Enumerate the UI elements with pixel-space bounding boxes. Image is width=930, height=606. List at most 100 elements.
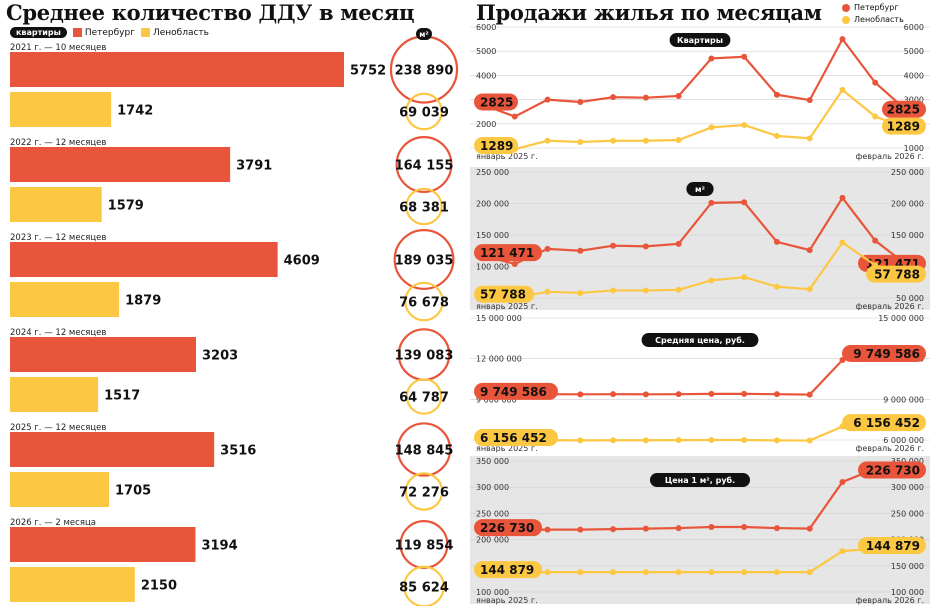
bar-label-spb: 5752 xyxy=(350,64,386,79)
y-tick-label-left: 200 000 xyxy=(476,200,509,209)
last-value-label-spb: 2825 xyxy=(887,103,920,117)
last-value-label-lo: 6 156 452 xyxy=(853,416,920,430)
data-point-lo xyxy=(610,437,617,444)
bar-label-lo: 1517 xyxy=(104,389,140,404)
last-value-pill-lo xyxy=(842,414,926,432)
bar-label-spb: 3203 xyxy=(202,349,238,364)
left-chart-title: Среднее количество ДДУ в месяц xyxy=(6,0,415,25)
last-value-label-lo: 1289 xyxy=(887,120,920,134)
last-value-pill-lo xyxy=(858,536,926,554)
data-point-spb xyxy=(577,99,584,106)
data-point-lo xyxy=(642,137,649,144)
data-point-spb xyxy=(708,55,715,62)
x-start-label: январь 2025 г. xyxy=(476,444,538,453)
series-line-lo xyxy=(481,88,909,151)
data-point-lo xyxy=(773,132,780,139)
first-value-pill-lo xyxy=(474,429,558,446)
bar-label-lo: 1705 xyxy=(115,484,151,499)
first-value-pill-spb xyxy=(474,519,542,537)
series-line-spb xyxy=(481,467,909,532)
last-value-pill-spb xyxy=(858,461,926,479)
data-point-lo xyxy=(708,124,715,131)
y-tick-label-left: 150 000 xyxy=(476,231,509,240)
data-point-spb xyxy=(511,113,518,120)
bubble-label-lo: 72 276 xyxy=(399,486,449,501)
y-tick-label-right: 100 000 xyxy=(891,588,924,597)
x-end-label: февраль 2026 г. xyxy=(856,152,924,161)
bubble-lo xyxy=(405,92,443,131)
data-point-spb xyxy=(708,199,715,206)
line-charts: 6000600050005000400040003000300020002000… xyxy=(470,23,930,605)
first-value-label-lo: 6 156 452 xyxy=(480,431,547,445)
data-point-lo xyxy=(741,122,748,129)
bar-group-label: 2025 г. — 12 месяцев xyxy=(10,423,106,433)
data-point-spb xyxy=(577,526,584,533)
y-tick-label-right: 4000 xyxy=(904,71,924,80)
right-legend-label-lo: Ленобласть xyxy=(854,15,904,24)
bubble-spb xyxy=(395,136,453,193)
sqm-badge-label: м² xyxy=(419,30,428,39)
data-point-lo xyxy=(642,287,649,294)
right-legend-label-spb: Петербург xyxy=(854,3,899,12)
first-value-label-lo: 144 879 xyxy=(480,563,534,577)
bar-group-label: 2026 г. — 2 месяца xyxy=(10,518,96,528)
series-line-lo xyxy=(481,241,909,300)
bar-label-spb: 3516 xyxy=(220,444,256,459)
data-point-lo xyxy=(839,239,846,246)
bubble-label-lo: 76 678 xyxy=(399,296,449,311)
bubble-label-spb: 139 083 xyxy=(395,349,454,364)
bar-lo xyxy=(10,472,110,507)
y-tick-label-right: 200 000 xyxy=(891,200,924,209)
bubble-spb xyxy=(393,229,455,290)
right-legend: Петербург Ленобласть xyxy=(842,2,904,26)
last-value-pill-spb xyxy=(882,100,926,118)
y-tick-label-left: 200 000 xyxy=(476,536,509,545)
bar-spb xyxy=(10,337,196,372)
y-tick-label-right: 150 000 xyxy=(891,562,924,571)
last-value-pill-lo xyxy=(882,117,926,135)
bubble-lo xyxy=(405,187,443,226)
y-tick-label-left: 300 000 xyxy=(476,483,509,492)
panel-title: Средняя цена, руб. xyxy=(655,335,745,345)
data-point-lo xyxy=(544,137,551,144)
y-tick-label-left: 5000 xyxy=(476,47,496,56)
y-tick-label-right: 3000 xyxy=(904,96,924,105)
data-point-spb xyxy=(544,526,551,533)
bar-group-label: 2024 г. — 12 месяцев xyxy=(10,328,106,338)
data-point-lo xyxy=(610,137,617,144)
bubble-lo xyxy=(403,565,445,606)
data-point-spb xyxy=(806,97,813,104)
data-point-spb xyxy=(741,199,748,206)
data-point-spb xyxy=(708,390,715,397)
first-value-pill-lo xyxy=(474,137,518,154)
data-point-lo xyxy=(741,437,748,443)
data-point-lo xyxy=(675,137,682,144)
data-point-spb xyxy=(610,391,617,398)
data-point-lo xyxy=(642,569,649,576)
panel-title-badge xyxy=(650,473,750,487)
data-point-spb xyxy=(675,525,682,532)
sqm-badge xyxy=(416,28,432,40)
y-tick-label-right: 250 000 xyxy=(891,509,924,518)
y-tick-label-left: 6000 xyxy=(476,23,496,32)
data-point-spb xyxy=(773,91,780,98)
x-end-label: февраль 2026 г. xyxy=(856,444,924,453)
right-legend-item-lo: Ленобласть xyxy=(842,14,904,26)
bar-spb xyxy=(10,242,278,277)
data-point-spb xyxy=(872,237,879,244)
bar-spb xyxy=(10,147,231,182)
data-point-spb xyxy=(577,247,584,254)
data-point-spb xyxy=(642,391,649,398)
y-tick-label-left: 2000 xyxy=(476,120,496,129)
first-value-label-lo: 1289 xyxy=(480,139,513,153)
data-point-lo xyxy=(675,437,682,444)
panel-title-badge xyxy=(641,333,759,347)
last-value-label-lo: 57 788 xyxy=(874,268,920,282)
data-point-spb xyxy=(675,240,682,247)
data-point-spb xyxy=(610,242,617,249)
unit-badge: квартиры xyxy=(10,27,67,38)
y-tick-label-right: 150 000 xyxy=(891,231,924,240)
data-point-spb xyxy=(708,524,715,531)
bar-label-lo: 1879 xyxy=(125,294,161,309)
bubble-label-spb: 189 035 xyxy=(395,254,454,269)
